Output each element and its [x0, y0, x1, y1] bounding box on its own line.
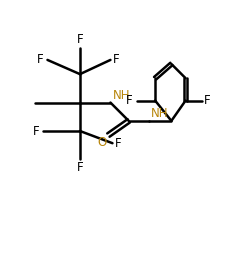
Text: F: F — [77, 33, 83, 46]
Text: F: F — [33, 125, 39, 138]
Text: NH: NH — [151, 107, 169, 120]
Text: F: F — [112, 53, 119, 66]
Text: F: F — [114, 137, 121, 150]
Text: O: O — [97, 136, 106, 149]
Text: F: F — [126, 94, 133, 107]
Text: F: F — [77, 161, 83, 174]
Text: F: F — [204, 94, 210, 107]
Text: F: F — [37, 53, 44, 66]
Text: NH: NH — [112, 89, 130, 102]
